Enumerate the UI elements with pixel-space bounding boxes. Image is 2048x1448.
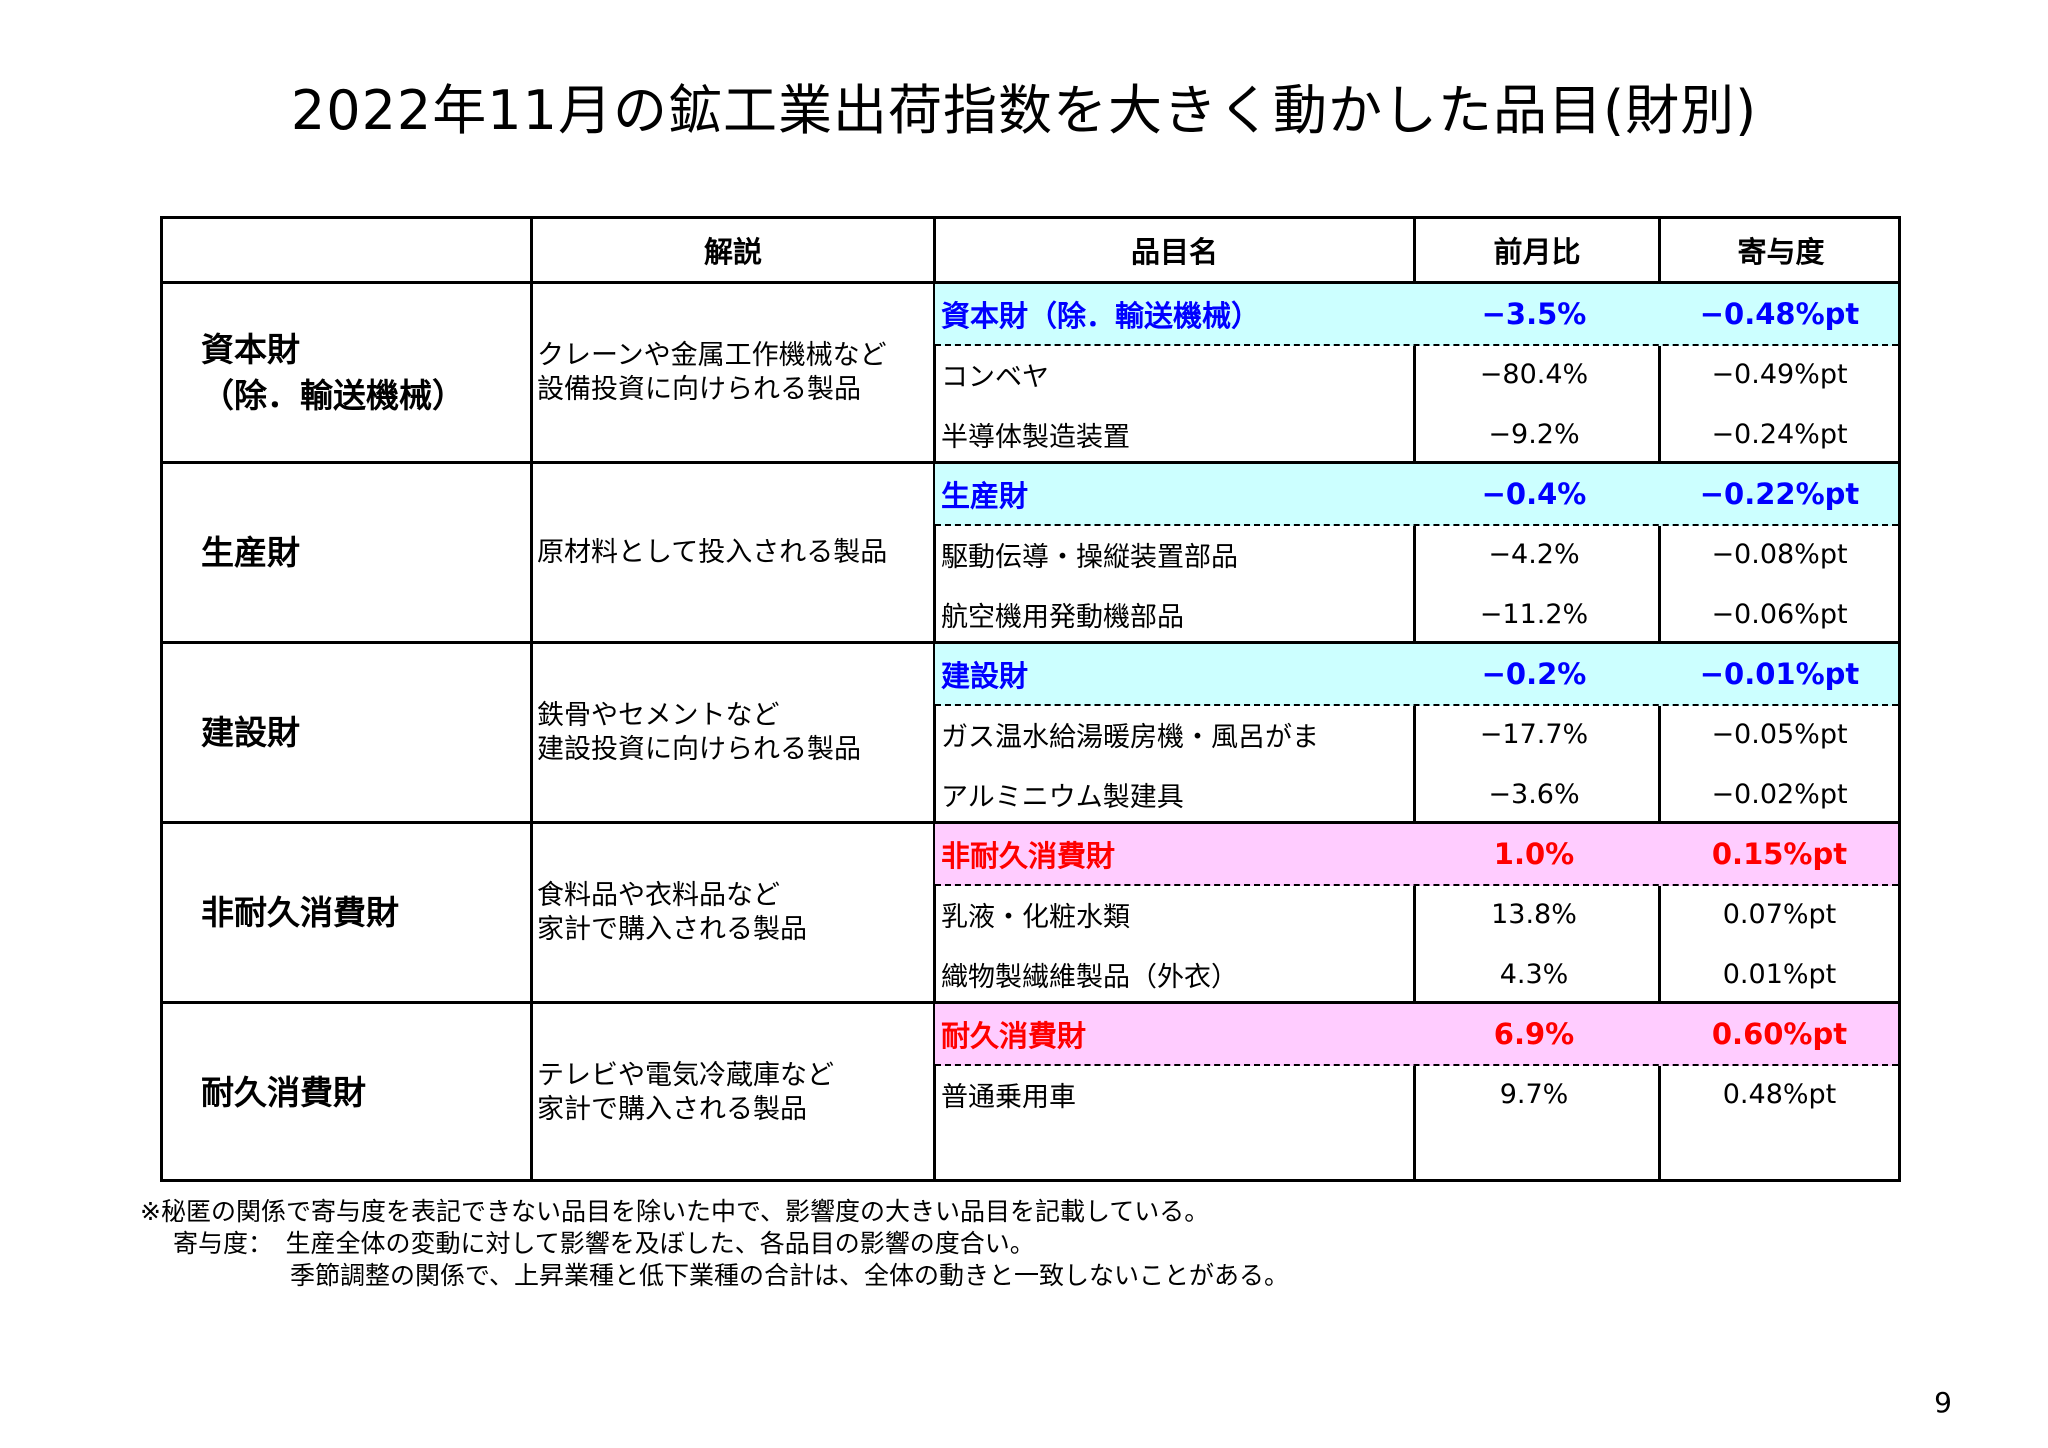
item-name: 建設財 [941,659,1029,693]
item-name: 駆動伝導・操縦装置部品 [941,541,1238,573]
col-divider [933,219,936,1179]
item-name: 非耐久消費財 [941,839,1116,873]
item-name: 資本財（除．輸送機械） [941,299,1261,333]
mom-value: 1.0% [1493,837,1575,871]
category-summary-row: 非耐久消費財 1.0% 0.15%pt [935,824,1898,886]
mom-value: 4.3% [1499,958,1569,990]
item-row: 織物製繊維製品（外衣） 4.3% 0.01%pt [935,944,1898,1004]
item-name: 普通乗用車 [941,1081,1076,1113]
category-description: テレビや電気冷蔵庫など 家計で購入される製品 [537,1059,834,1125]
goods-table: 解説 品目名 前月比 寄与度 資本財 （除．輸送機械） クレーンや金属工作機械など… [160,216,1901,1182]
mom-value: −3.6% [1488,778,1580,810]
contrib-value: 0.07%pt [1722,898,1837,930]
row-divider [163,641,1898,644]
category-label: 耐久消費財 [201,1072,366,1112]
contrib-value: −0.22%pt [1699,477,1860,511]
category-summary-row: 建設財 −0.2% −0.01%pt [935,644,1898,706]
contrib-value: −0.24%pt [1711,418,1848,450]
item-row: 乳液・化粧水類 13.8% 0.07%pt [935,884,1898,944]
contrib-value: −0.48%pt [1699,297,1860,331]
category-summary-row: 生産財 −0.4% −0.22%pt [935,464,1898,526]
item-row: 普通乗用車 9.7% 0.48%pt [935,1064,1898,1124]
row-divider [163,281,1898,284]
mom-value: 9.7% [1499,1078,1569,1110]
page-number: 9 [1934,1386,1952,1419]
category-summary-row: 資本財（除．輸送機械） −3.5% −0.48%pt [935,284,1898,346]
item-name: 乳液・化粧水類 [941,901,1130,933]
contrib-value: −0.01%pt [1699,657,1860,691]
item-name: 半導体製造装置 [941,421,1130,453]
header-desc: 解説 [703,235,762,269]
contrib-value: 0.01%pt [1722,958,1837,990]
contrib-value: 0.48%pt [1722,1078,1837,1110]
row-divider [163,461,1898,464]
item-row: 駆動伝導・操縦装置部品 −4.2% −0.08%pt [935,524,1898,584]
header-contrib: 寄与度 [1737,235,1825,269]
item-name: コンベヤ [941,361,1049,393]
item-row: コンベヤ −80.4% −0.49%pt [935,344,1898,404]
item-name: 航空機用発動機部品 [941,601,1184,633]
item-name: ガス温水給湯暖房機・風呂がま [941,721,1319,753]
item-name: 耐久消費財 [941,1019,1087,1053]
category-description: 鉄骨やセメントなど 建設投資に向けられる製品 [537,699,861,765]
mom-value: −0.4% [1481,477,1587,511]
category-label: 生産財 [201,532,300,572]
mom-value: −11.2% [1479,598,1589,630]
mom-value: −9.2% [1488,418,1580,450]
footnote-line: ※秘匿の関係で寄与度を表記できない品目を除いた中で、影響度の大きい品目を記載して… [140,1197,1210,1226]
row-divider [163,1001,1898,1004]
footnote-line: 季節調整の関係で、上昇業種と低下業種の合計は、全体の動きと一致しないことがある。 [140,1261,1290,1290]
mom-value: 13.8% [1491,898,1577,930]
item-name: アルミニウム製建具 [941,781,1184,813]
header-item: 品目名 [1130,235,1218,269]
item-name: 生産財 [941,479,1029,513]
mom-value: −80.4% [1479,358,1589,390]
contrib-value: −0.06%pt [1711,598,1848,630]
category-summary-row: 耐久消費財 6.9% 0.60%pt [935,1004,1898,1066]
item-row: 半導体製造装置 −9.2% −0.24%pt [935,404,1898,464]
item-name: 織物製繊維製品（外衣） [941,961,1238,993]
mom-value: −0.2% [1481,657,1587,691]
contrib-value: −0.02%pt [1711,778,1848,810]
col-divider [530,219,533,1179]
header-mom: 前月比 [1493,235,1581,269]
category-description: 原材料として投入される製品 [537,536,888,568]
item-row: ガス温水給湯暖房機・風呂がま −17.7% −0.05%pt [935,704,1898,764]
footnote-line: 寄与度： 生産全体の変動に対して影響を及ぼした、各品目の影響の度合い。 [140,1229,1035,1258]
category-label: 資本財 （除．輸送機械） [201,329,465,415]
contrib-value: 0.60%pt [1711,1017,1848,1051]
mom-value: −3.5% [1481,297,1587,331]
category-description: 食料品や衣料品など 家計で購入される製品 [537,879,807,945]
contrib-value: −0.49%pt [1711,358,1848,390]
footnotes: ※秘匿の関係で寄与度を表記できない品目を除いた中で、影響度の大きい品目を記載して… [140,1196,1289,1292]
mom-value: −17.7% [1479,718,1589,750]
contrib-value: −0.08%pt [1711,538,1848,570]
contrib-value: 0.15%pt [1711,837,1848,871]
item-row: 航空機用発動機部品 −11.2% −0.06%pt [935,584,1898,644]
category-label: 建設財 [201,712,300,752]
contrib-value: −0.05%pt [1711,718,1848,750]
mom-value: −4.2% [1488,538,1580,570]
row-divider [163,821,1898,824]
category-label: 非耐久消費財 [201,892,399,932]
page-title: 2022年11月の鉱工業出荷指数を大きく動かした品目(財別) [290,79,1758,142]
mom-value: 6.9% [1493,1017,1575,1051]
category-description: クレーンや金属工作機械など 設備投資に向けられる製品 [537,339,887,405]
item-row: アルミニウム製建具 −3.6% −0.02%pt [935,764,1898,824]
